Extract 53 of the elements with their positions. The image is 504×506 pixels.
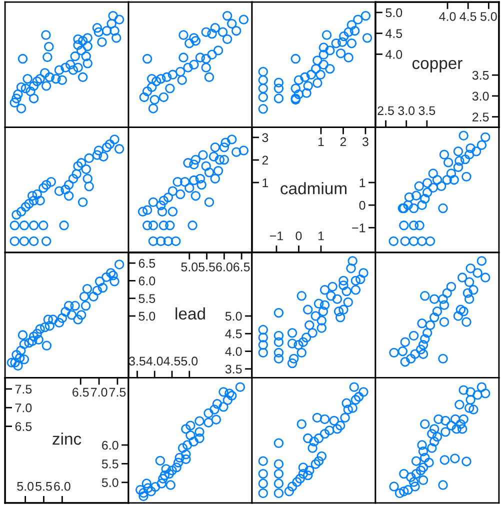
- y-tick-label: 5.0: [386, 8, 402, 18]
- x2-tick-label: 4.0: [439, 12, 456, 21]
- x-tick-label: 2.5: [378, 106, 394, 116]
- y-tick-label: 4.0: [385, 50, 402, 59]
- x-tick-label: −1: [270, 232, 283, 240]
- x2-tick-label: 6.5: [72, 388, 89, 397]
- y-tick-label: 2: [262, 156, 268, 165]
- y2-tick-label: 4.0: [225, 347, 242, 356]
- y-tick-label: 1: [262, 178, 268, 188]
- x2-tick-label: 7.5: [109, 388, 126, 397]
- y2-tick-label: 5.5: [102, 460, 118, 468]
- y2-tick-label: −1: [352, 224, 366, 232]
- x2-tick-label: 6.0: [216, 262, 232, 272]
- x-tick-label: 3.5: [418, 106, 436, 116]
- y-tick-label: 5.5: [138, 294, 156, 304]
- x-tick-label: 6.0: [54, 482, 70, 491]
- y-tick-label: 7.0: [15, 403, 32, 412]
- y-tick-label: 6.0: [138, 276, 156, 286]
- text: lead: [176, 307, 205, 320]
- x2-tick-label: 5.0: [181, 262, 198, 272]
- y-tick-label: 6.5: [138, 258, 156, 268]
- y2-tick-label: 3.5: [472, 70, 489, 80]
- x2-tick-label: 6.5: [234, 262, 250, 272]
- x2-tick-label: 5.0: [480, 12, 497, 21]
- y2-tick-label: 5.0: [225, 312, 242, 321]
- x-tick-label: 4.5: [164, 356, 180, 366]
- x2-tick-label: 4.5: [460, 12, 476, 21]
- text: zinc: [52, 432, 82, 445]
- y2-tick-label: 0: [359, 200, 366, 210]
- x-tick-label: 0: [296, 231, 302, 240]
- x-tick-label: 5.0: [181, 356, 198, 366]
- x-tick-label: 3.0: [398, 106, 415, 116]
- x-tick-label: 5.5: [36, 482, 52, 491]
- y-tick-label: 7.5: [15, 384, 32, 394]
- y2-tick-label: 4.5: [225, 330, 242, 338]
- text: cadmium: [280, 182, 346, 194]
- y-tick-label: 4.5: [385, 29, 402, 38]
- text: copper: [412, 60, 462, 72]
- y2-tick-label: 3.5: [225, 364, 242, 374]
- y2-tick-label: 3.0: [472, 92, 489, 101]
- x2-tick-label: 2: [340, 137, 346, 146]
- x2-tick-label: 1: [318, 137, 324, 146]
- y-tick-label: 3: [262, 133, 268, 142]
- x-tick-label: 4.0: [146, 356, 163, 366]
- x-tick-label: 1: [318, 232, 324, 240]
- y2-tick-label: 2.5: [472, 112, 489, 122]
- x2-tick-label: 5.5: [198, 262, 215, 272]
- x2-tick-label: 7.0: [90, 388, 108, 397]
- y-tick-label: 5.0: [138, 312, 156, 321]
- y2-tick-label: 6.0: [102, 440, 118, 450]
- y-tick-label: 6.5: [15, 422, 32, 431]
- x2-tick-label: 3: [362, 137, 368, 146]
- y2-tick-label: 1: [360, 178, 366, 188]
